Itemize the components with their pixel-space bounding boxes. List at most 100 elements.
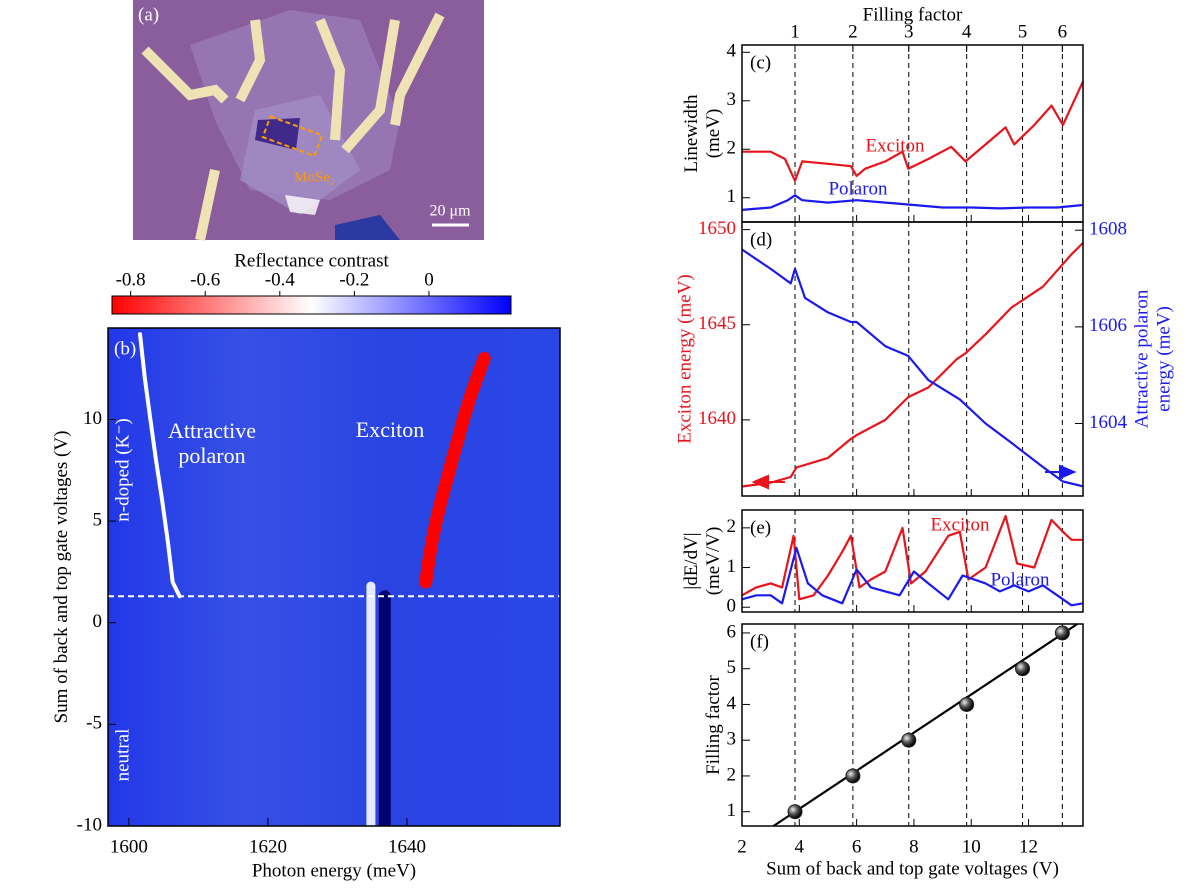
tick-label: 5 (93, 509, 103, 530)
data-line (772, 623, 1078, 827)
scale-bar-label: 20 μm (429, 203, 471, 220)
axis-arrow (751, 474, 785, 490)
tick-label: -0.2 (339, 269, 369, 290)
data-line (741, 546, 1084, 607)
data-point (959, 696, 975, 712)
annotation: n-doped (K⁻) (112, 418, 133, 521)
series-label: Exciton (865, 135, 925, 156)
tick-label: 0 (727, 596, 737, 617)
y-axis-label: Linewidth (681, 94, 702, 173)
tick-label: 4 (795, 836, 805, 857)
tick-label: 1640 (698, 408, 736, 429)
tick-label: 5 (1018, 21, 1028, 42)
data-point (1015, 661, 1031, 677)
annotation: Attractive (168, 418, 256, 443)
panel-label: (d) (750, 229, 772, 250)
plot-frame (741, 221, 1084, 497)
data-line (741, 194, 1084, 211)
panel-label: (a) (138, 4, 159, 25)
y-axis-label: Filling factor (703, 674, 724, 774)
plot-frame (107, 327, 561, 827)
tick-label: 2 (737, 836, 747, 857)
tick-label: 1604 (1089, 412, 1128, 433)
tick-label: 8 (909, 836, 919, 857)
tick-label: 2 (727, 764, 737, 785)
tick-label: 10 (962, 836, 981, 857)
colorbar (111, 295, 512, 315)
x-axis-label: Sum of back and top gate voltages (V) (766, 858, 1059, 879)
tick-label: 2 (848, 21, 858, 42)
tick-label: 1620 (249, 836, 287, 857)
tick-label: 2 (727, 516, 737, 537)
y-axis-label: |dE/dV| (681, 532, 702, 589)
micrograph: (a) MoSe₂ 20 μm (133, 0, 484, 242)
colorbar-title: Reflectance contrast (234, 250, 389, 271)
tick-label: 3 (727, 729, 737, 750)
data-line (741, 242, 1084, 488)
tick-label: 6 (852, 836, 862, 857)
panel-label: (f) (750, 631, 769, 652)
tick-label: 5 (727, 657, 737, 678)
tick-label: -10 (77, 814, 102, 835)
flake-label: MoSe₂ (294, 169, 335, 185)
data-point (845, 768, 861, 784)
panel-label: (b) (114, 338, 136, 359)
data-line (741, 248, 1084, 488)
tick-label: 1 (790, 21, 800, 42)
heatmap-traces (138, 332, 491, 826)
y-axis-label: (meV) (703, 109, 724, 159)
y-axis-label: Exciton energy (meV) (674, 274, 695, 444)
tick-label: 6 (727, 621, 737, 642)
axis-arrow (1045, 464, 1077, 480)
tick-label: 1600 (110, 836, 148, 857)
tick-label: 1 (727, 556, 737, 577)
tick-label: -0.8 (116, 269, 146, 290)
tick-label: 10 (83, 408, 102, 429)
tick-label: 4 (727, 41, 737, 62)
tick-label: 0 (93, 611, 103, 632)
tick-label: 1 (727, 800, 737, 821)
resonance-trace (419, 352, 491, 589)
tick-label: 1645 (698, 313, 736, 334)
x-axis-label: Photon energy (meV) (252, 860, 416, 881)
tick-label: 1 (727, 186, 737, 207)
tick-label: 6 (1058, 21, 1068, 42)
tick-label: 0 (424, 269, 434, 290)
tick-label: 3 (727, 89, 737, 110)
tick-label: 1608 (1089, 219, 1127, 240)
tick-label: 4 (727, 693, 737, 714)
tick-label: -0.6 (190, 269, 220, 290)
data-point (787, 804, 803, 820)
series-label: Polaron (990, 569, 1050, 590)
annotation: neutral (112, 729, 133, 782)
y2-axis-label: Attractive polaron (1131, 289, 1152, 428)
y2-axis-label: energy (meV) (1153, 306, 1174, 412)
series-label: Polaron (828, 178, 888, 199)
panel-label: (c) (750, 52, 771, 73)
resonance-trace (138, 332, 182, 599)
data-line (741, 514, 1083, 601)
tick-label: 1640 (388, 836, 426, 857)
y-axis-label: Sum of back and top gate voltages (V) (51, 431, 72, 724)
heatmap-background (108, 328, 560, 826)
annotation: Exciton (356, 417, 424, 442)
data-line (742, 80, 1084, 182)
tick-label: 3 (904, 21, 914, 42)
data-point (901, 732, 917, 748)
plot-frame (741, 509, 1084, 613)
data-point (1054, 625, 1070, 641)
tick-label: 2 (727, 138, 737, 159)
tick-label: 12 (1019, 836, 1038, 857)
tick-label: -0.4 (265, 269, 296, 290)
tick-label: 4 (962, 21, 972, 42)
plot-frame (741, 623, 1084, 827)
tick-label: 1650 (698, 218, 736, 239)
y-axis-label: (meV/V) (703, 527, 724, 596)
tick-label: 1606 (1089, 315, 1127, 336)
series-label: Exciton (930, 514, 990, 535)
panel-label: (e) (750, 517, 771, 538)
annotation: polaron (178, 443, 245, 468)
tick-label: -5 (86, 713, 102, 734)
